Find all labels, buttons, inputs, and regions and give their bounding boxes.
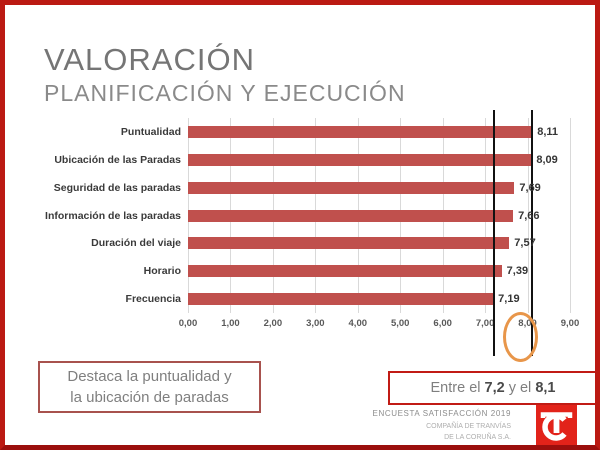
x-tick-label: 5,00 [390, 318, 410, 329]
category-label: Información de las paradas [45, 209, 181, 222]
bar-track: 7,57 [188, 237, 570, 250]
category-label: Puntualidad [120, 125, 181, 138]
gridline [570, 118, 571, 313]
footer-survey-title: ENCUESTA SATISFACCIÓN 2019 [372, 409, 511, 418]
bar-rows: Puntualidad 8,11 Ubicación de las Paradas 8… [40, 118, 590, 313]
category-label: Ubicación de las Paradas [54, 153, 181, 166]
bar-track: 7,19 [188, 293, 570, 306]
callout-left-box: Destaca la puntualidad y la ubicación de… [38, 361, 261, 413]
category-label: Frecuencia [125, 293, 181, 306]
bar [188, 237, 510, 250]
x-tick-label: 1,00 [221, 318, 240, 329]
bar-row: Horario 7,39 [40, 257, 590, 285]
callout-left-line2: la ubicación de paradas [70, 389, 229, 406]
highlight-ellipse [503, 312, 538, 362]
category-label: Duración del viaje [91, 237, 181, 250]
bar [188, 181, 515, 194]
footer-text: ENCUESTA SATISFACCIÓN 2019 COMPAÑÍA DE T… [373, 409, 511, 443]
x-tick-label: 7,00 [475, 318, 495, 329]
company-logo-icon [536, 405, 577, 445]
bar [188, 293, 494, 306]
value-label: 7,39 [506, 265, 529, 278]
bar-chart: Puntualidad 8,11 Ubicación de las Paradas 8… [40, 105, 590, 367]
bar-row: Puntualidad 8,11 [40, 118, 590, 146]
callout-right-value1: 7,2 [484, 380, 505, 396]
x-tick-label: 6,00 [433, 318, 452, 329]
x-tick-label: 2,00 [263, 318, 283, 329]
value-label: 7,69 [519, 181, 541, 194]
bar [188, 209, 514, 222]
bar-track: 7,39 [188, 265, 570, 278]
callout-right-value2: 8,1 [535, 380, 556, 396]
value-label: 7,57 [514, 237, 536, 250]
bar-row: Información de las paradas 7,66 [40, 202, 590, 230]
bar-row: Seguridad de las paradas 7,69 [40, 174, 590, 202]
bar-track: 7,66 [188, 209, 570, 222]
category-label: Horario [143, 265, 181, 278]
bar-track: 8,11 [188, 125, 570, 138]
value-label: 8,11 [537, 125, 559, 138]
x-tick-label: 4,00 [348, 318, 368, 329]
bar [188, 153, 532, 166]
bar [188, 265, 502, 278]
gridline [527, 118, 529, 313]
reference-line [530, 110, 533, 356]
bar-row: Duración del viaje 7,57 [40, 229, 590, 257]
value-label: 8,09 [536, 153, 558, 166]
bar-track: 8,09 [188, 153, 570, 166]
footer-company-line1: COMPAÑÍA DE TRANVÍAS [426, 423, 511, 430]
x-tick-label: 9,00 [560, 318, 580, 329]
callout-left-line1: Destaca la puntualidad y [67, 368, 232, 385]
callout-right-prefix: Entre el [430, 380, 485, 396]
callout-right-box: Entre el 7,2 y el 8,1 [388, 371, 595, 405]
category-label: Seguridad de las paradas [53, 181, 181, 194]
callout-right-middle: y el [504, 380, 536, 396]
x-tick-label: 3,00 [306, 318, 325, 329]
footer-company-line2: DE LA CORUÑA S.A. [444, 433, 511, 441]
bar-track: 7,69 [188, 181, 570, 194]
page-title: VALORACIÓN [44, 42, 255, 77]
value-label: 7,66 [518, 209, 540, 222]
reference-line [492, 110, 495, 356]
bar [188, 125, 533, 138]
bar-row: Ubicación de las Paradas 8,09 [40, 146, 590, 174]
page-subtitle: PLANIFICACIÓN Y EJECUCIÓN [44, 80, 406, 106]
bar-row: Frecuencia 7,19 [40, 285, 590, 313]
x-tick-label: 0,00 [178, 318, 198, 329]
value-label: 7,19 [498, 293, 520, 306]
